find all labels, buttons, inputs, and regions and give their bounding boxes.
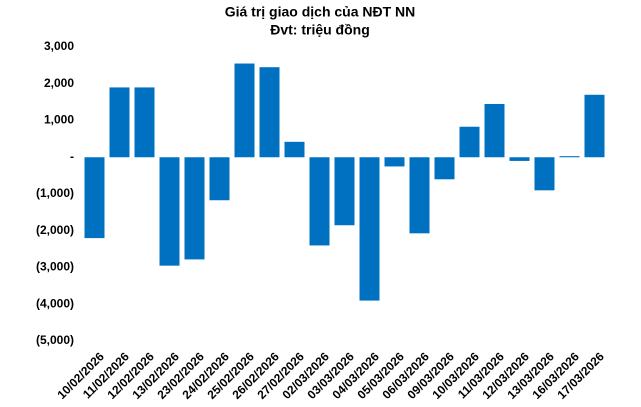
bar (359, 157, 380, 301)
bar (384, 157, 405, 167)
bar (484, 103, 505, 158)
y-tick-label: (3,000) (36, 260, 74, 274)
y-tick-label: 3,000 (44, 39, 74, 53)
bar (84, 157, 105, 239)
bar (584, 94, 605, 158)
y-tick-label: (5,000) (36, 333, 74, 347)
bar (159, 157, 180, 266)
y-tick-label: (1,000) (36, 186, 74, 200)
bar (334, 157, 355, 226)
bar (259, 67, 280, 158)
bar (409, 157, 430, 234)
y-tick-label: (2,000) (36, 223, 74, 237)
chart-subtitle: Đvt: triệu đồng (270, 22, 370, 38)
y-tick-label: (4,000) (36, 296, 74, 310)
bar (184, 157, 205, 260)
y-tick-label: 1,000 (44, 113, 74, 127)
bar (434, 157, 455, 180)
bar (459, 126, 480, 158)
bar (109, 87, 130, 158)
chart-title: Giá trị giao dịch của NĐT NN (225, 4, 416, 20)
bar (209, 157, 230, 201)
bar (234, 63, 255, 158)
bar (134, 87, 155, 158)
bar (284, 141, 305, 158)
bar (559, 156, 580, 158)
y-tick-label: 2,000 (44, 76, 74, 90)
bar (309, 157, 330, 246)
bar (534, 157, 555, 191)
bar (509, 157, 530, 161)
y-tick-label: - (70, 149, 74, 163)
